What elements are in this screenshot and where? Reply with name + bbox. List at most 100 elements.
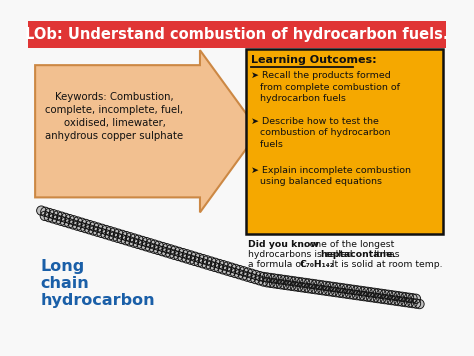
Circle shape [73,217,82,226]
Circle shape [64,219,74,228]
Circle shape [129,238,138,247]
Circle shape [338,284,348,293]
Circle shape [68,220,78,229]
Circle shape [366,293,376,302]
Circle shape [81,223,90,233]
Polygon shape [35,50,259,213]
Circle shape [411,294,420,303]
Circle shape [332,283,341,292]
Circle shape [173,251,183,261]
Circle shape [85,220,94,230]
Circle shape [97,228,106,237]
Circle shape [387,290,396,300]
Circle shape [190,256,199,266]
Text: LOb: Understand combustion of hydrocarbon fuels.: LOb: Understand combustion of hydrocarbo… [25,27,449,42]
Circle shape [380,294,390,304]
Circle shape [243,268,252,277]
Circle shape [52,215,62,224]
Circle shape [404,293,414,303]
Circle shape [311,280,320,289]
Circle shape [162,248,171,257]
Circle shape [401,293,410,302]
Circle shape [48,214,58,223]
Circle shape [401,297,410,307]
Circle shape [283,276,292,285]
Circle shape [166,245,175,254]
Circle shape [36,206,46,215]
Circle shape [408,298,417,308]
Circle shape [255,276,264,285]
FancyBboxPatch shape [246,49,443,234]
Circle shape [198,258,207,268]
Circle shape [408,294,417,303]
Circle shape [314,285,324,294]
Circle shape [293,282,303,292]
Circle shape [398,297,407,306]
Circle shape [332,288,341,297]
Text: C₇₀H₁₄₂: C₇₀H₁₄₂ [300,260,334,269]
Circle shape [210,262,219,272]
Circle shape [370,293,379,302]
Circle shape [219,261,228,270]
Circle shape [266,273,275,283]
Circle shape [130,234,139,243]
Circle shape [174,247,183,257]
Circle shape [182,250,191,259]
Circle shape [276,279,286,289]
Circle shape [65,214,74,224]
Circle shape [162,244,172,253]
Circle shape [227,263,236,272]
Circle shape [222,266,232,275]
Circle shape [283,281,292,290]
Circle shape [105,226,115,236]
Circle shape [297,278,306,287]
Circle shape [150,240,159,249]
Circle shape [304,279,313,288]
Circle shape [178,248,188,258]
Circle shape [363,287,372,297]
Circle shape [314,280,324,289]
Circle shape [97,224,107,234]
Circle shape [353,290,362,300]
Circle shape [117,234,127,244]
Circle shape [215,260,224,269]
Circle shape [266,278,275,287]
Circle shape [81,219,91,229]
Circle shape [397,292,407,302]
Circle shape [157,246,167,256]
Circle shape [246,273,256,283]
Text: Keywords: Combustion,
complete, incomplete, fuel,
oxidised, limewater,
anhydrous: Keywords: Combustion, complete, incomple… [46,91,183,141]
Circle shape [158,242,167,252]
Circle shape [122,231,131,241]
Circle shape [394,297,403,306]
Circle shape [247,269,256,278]
Circle shape [142,237,151,247]
Circle shape [89,226,98,235]
Circle shape [276,275,285,284]
Circle shape [359,292,369,301]
Circle shape [363,292,372,301]
Circle shape [297,283,306,292]
FancyBboxPatch shape [28,21,446,48]
Circle shape [318,286,327,295]
Circle shape [415,299,424,309]
Circle shape [321,281,330,290]
Circle shape [352,286,362,295]
Circle shape [45,208,54,218]
Circle shape [77,222,86,231]
Circle shape [404,298,414,307]
Circle shape [41,207,50,216]
Circle shape [255,272,264,281]
Text: ➤ Explain incomplete combustion
   using balanced equations: ➤ Explain incomplete combustion using ba… [251,166,411,186]
Circle shape [380,290,390,299]
Circle shape [325,287,334,296]
Circle shape [269,274,279,283]
Circle shape [141,242,151,251]
Text: ... one of the longest: ... one of the longest [298,240,394,249]
Circle shape [349,290,358,299]
Circle shape [105,231,114,240]
Circle shape [287,276,296,286]
Circle shape [101,230,110,239]
Circle shape [321,286,331,295]
Circle shape [53,211,62,220]
